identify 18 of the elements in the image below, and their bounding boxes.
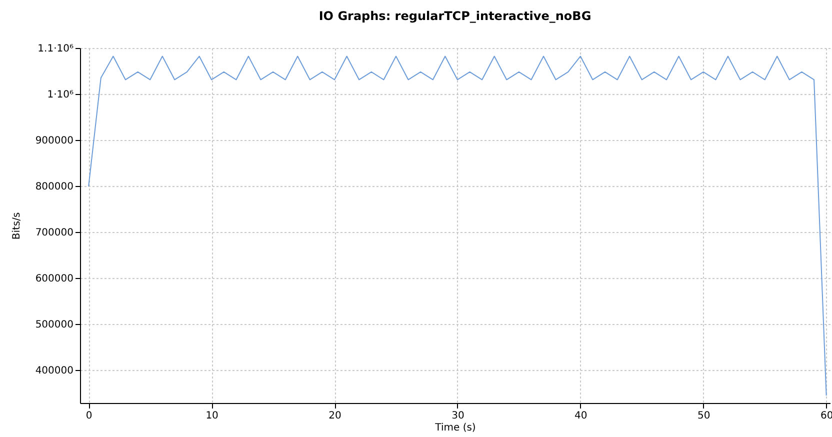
y-tick-label: 900000 — [35, 135, 74, 146]
x-axis-title: Time (s) — [434, 422, 476, 434]
y-tick-label: 1·10⁶ — [47, 89, 74, 100]
x-tick-label: 0 — [86, 410, 92, 422]
x-tick-label: 30 — [452, 410, 464, 422]
y-tick-label: 800000 — [35, 181, 74, 192]
x-tick-label: 20 — [328, 410, 342, 422]
y-axis-title: Bits/s — [11, 212, 22, 240]
y-tick-label: 700000 — [35, 227, 74, 238]
y-tick-label: 1.1·10⁶ — [38, 44, 74, 54]
chart-title: IO Graphs: regularTCP_interactive_noBG — [318, 9, 592, 23]
line-series — [88, 56, 827, 396]
y-tick-label: 600000 — [35, 273, 74, 284]
x-tick-label: 50 — [697, 410, 710, 422]
y-tick-label: 500000 — [35, 319, 74, 330]
x-tick-label: 10 — [206, 410, 218, 422]
x-tick-label: 40 — [574, 410, 588, 422]
y-tick-label: 400000 — [35, 365, 74, 376]
